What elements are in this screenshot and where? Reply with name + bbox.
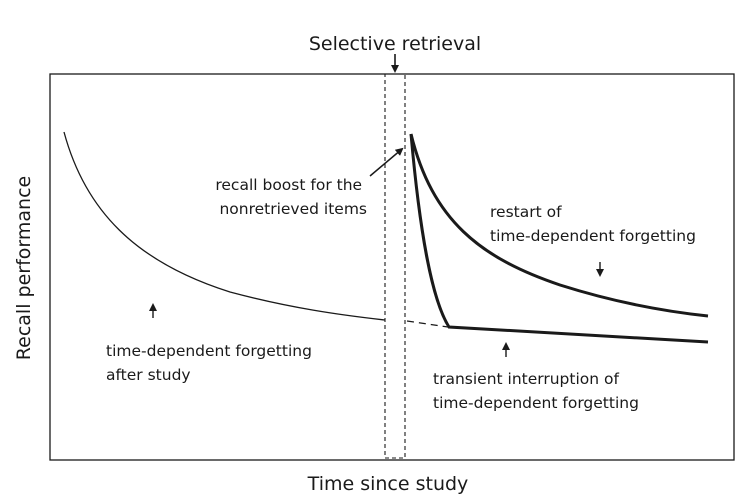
restart-annotation-line2: time-dependent forgetting [490, 227, 696, 245]
forgetting-after-study-curve [63, 131, 386, 321]
extrapolated-forgetting-dash [406, 320, 449, 328]
selective-retrieval-label: Selective retrieval [309, 33, 481, 55]
transient-interruption-curve [409, 133, 709, 344]
restart-annotation: restart of time-dependent forgetting [490, 203, 696, 245]
y-axis-label: Recall performance [13, 176, 35, 360]
boost-arrow [369, 147, 404, 177]
x-axis-label: Time since study [307, 473, 469, 495]
transient-annotation: transient interruption of time-dependent… [433, 370, 639, 412]
transient-annotation-line2: time-dependent forgetting [433, 394, 639, 412]
after-study-annotation: time-dependent forgetting after study [106, 342, 317, 384]
after-study-annotation-line2: after study [106, 366, 191, 384]
restart-annotation-line1: restart of [490, 203, 562, 221]
restart-forgetting-curve [409, 133, 709, 318]
after-study-annotation-line1: time-dependent forgetting [106, 342, 312, 360]
boost-annotation-line2: nonretrieved items [219, 200, 367, 218]
boost-annotation-line1: recall boost for the [215, 176, 362, 194]
transient-annotation-line1: transient interruption of [433, 370, 619, 388]
boost-annotation: recall boost for the nonretrieved items [215, 176, 367, 218]
retrieval-window-box [384, 73, 406, 459]
